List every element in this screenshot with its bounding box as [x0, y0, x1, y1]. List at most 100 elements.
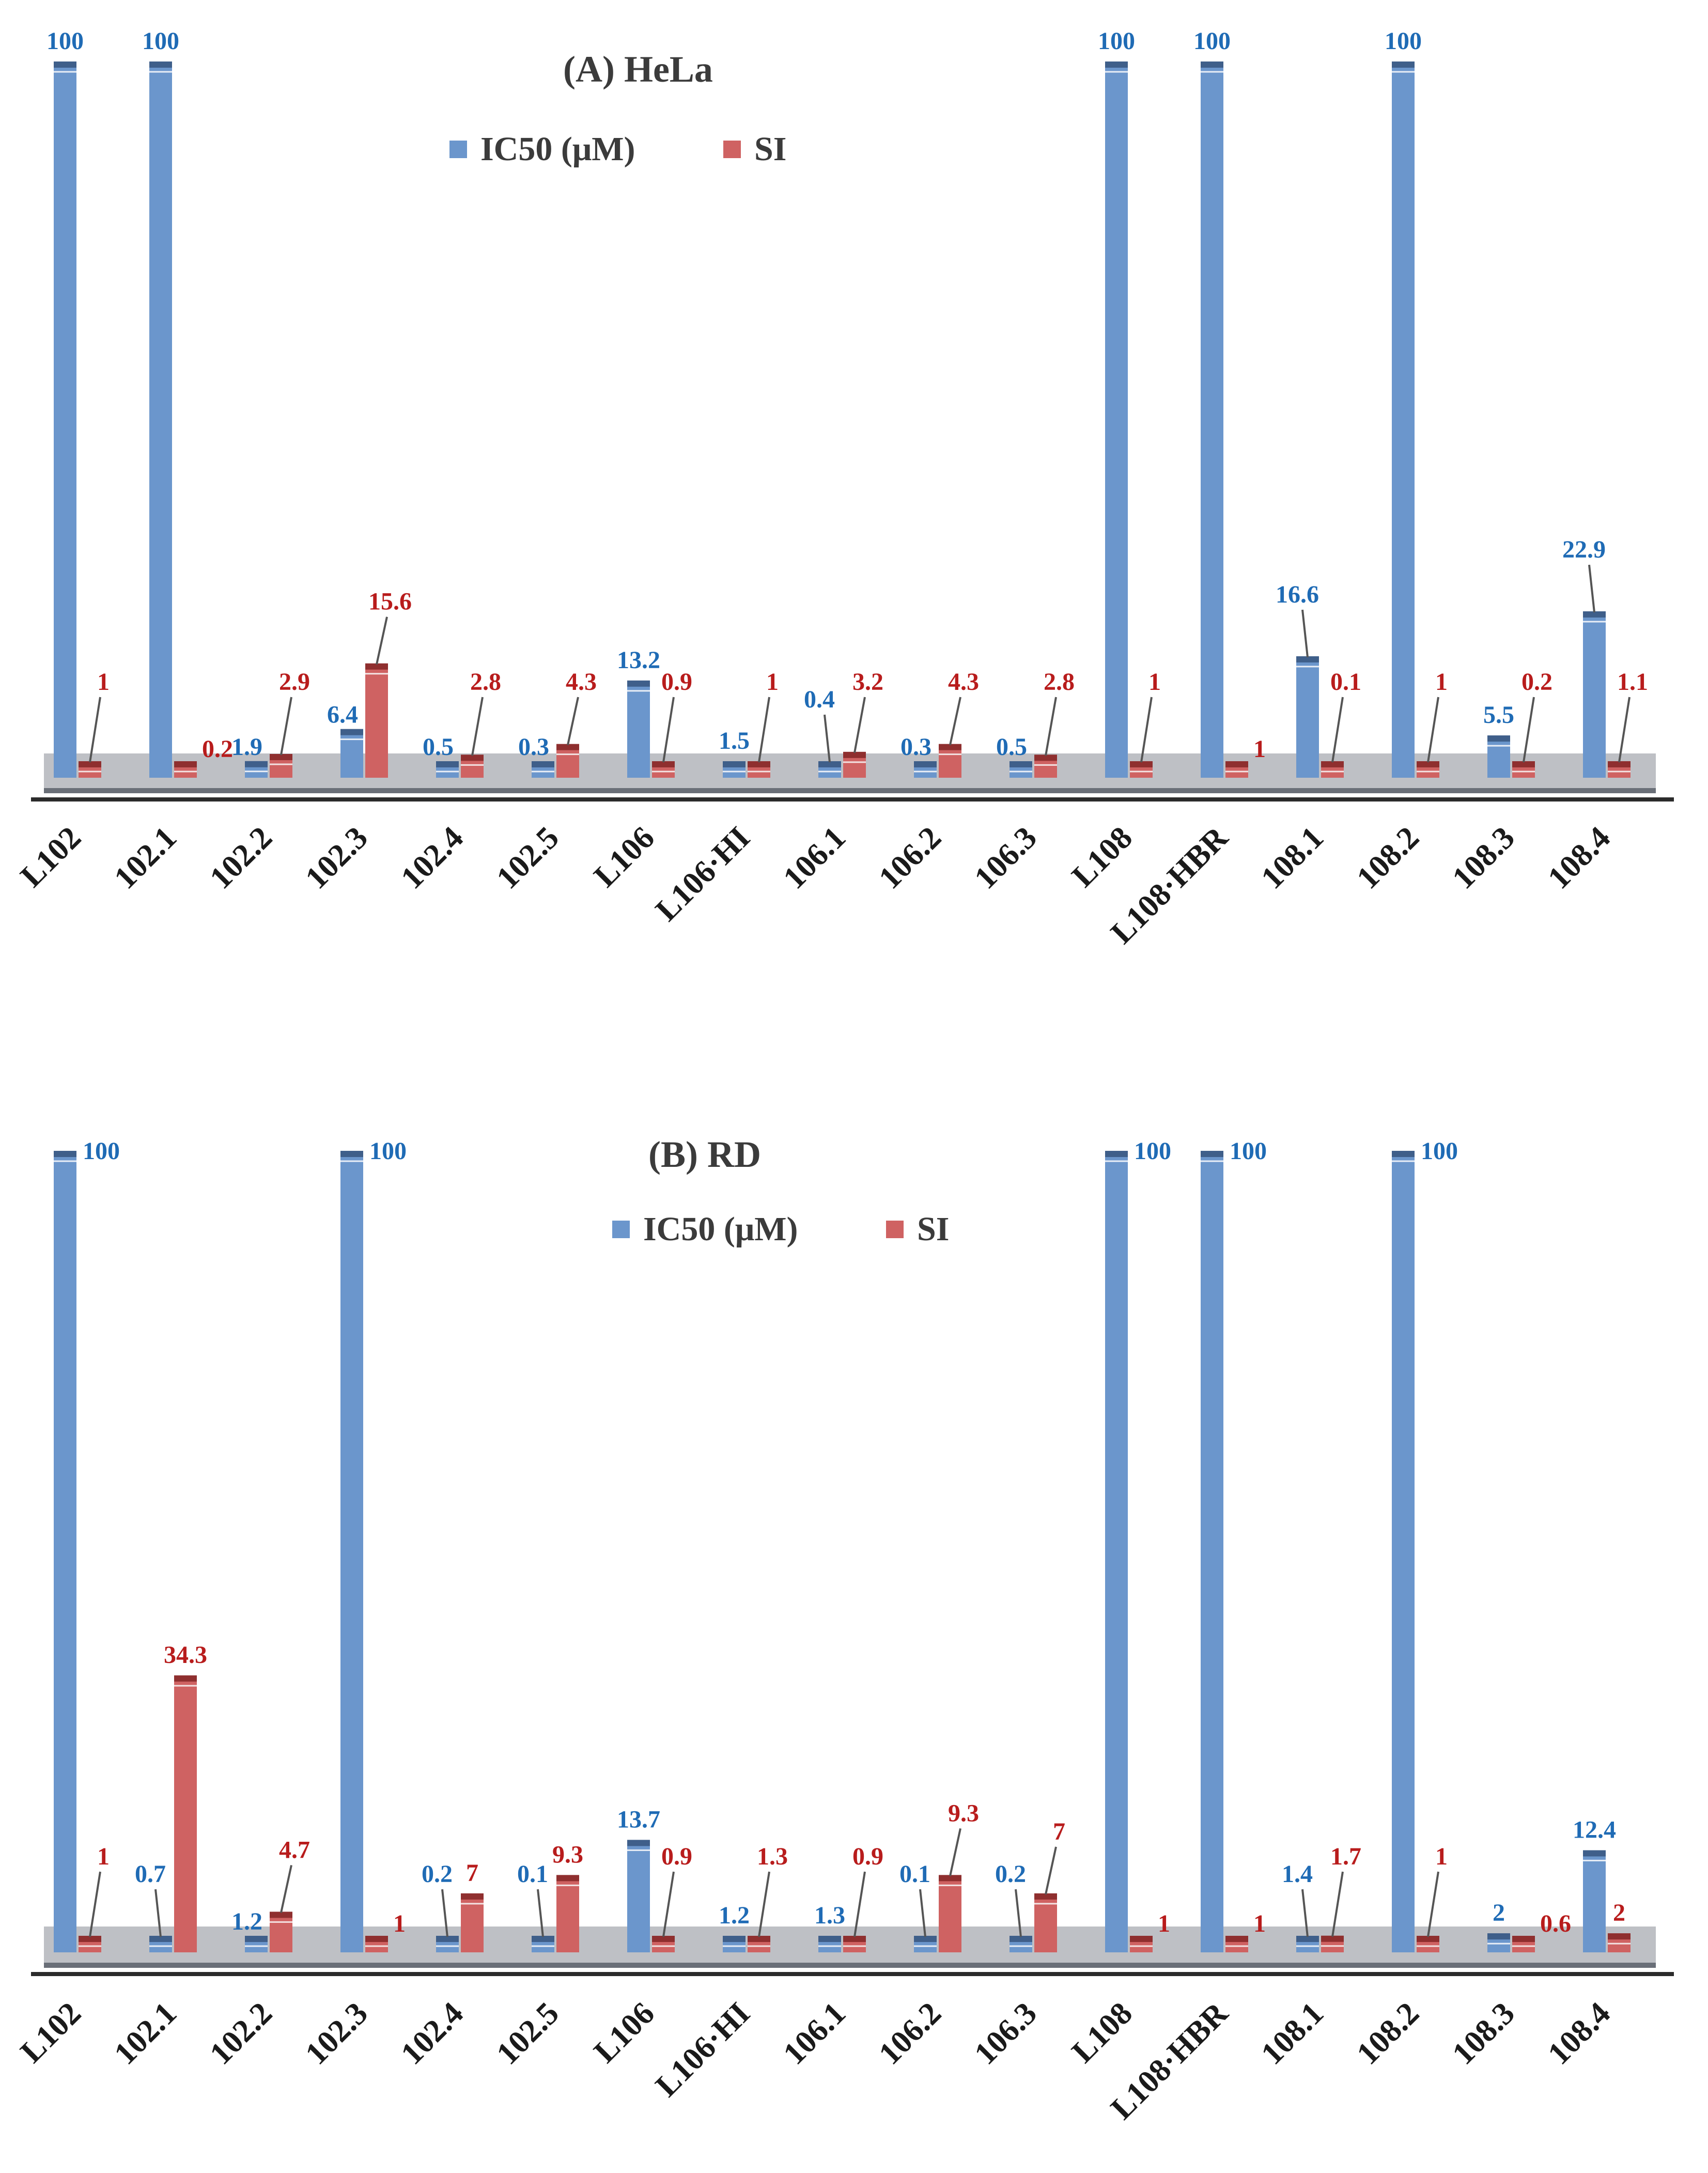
data-label-ic50: 22.9 — [1562, 536, 1606, 563]
data-label-ic50: 1.9 — [231, 733, 262, 761]
data-label-si: 9.3 — [948, 1799, 979, 1827]
legend-swatch-ic50 — [612, 1221, 630, 1238]
data-label-ic50: 0.3 — [518, 733, 549, 761]
data-label-ic50: 1.3 — [814, 1902, 845, 1929]
data-label-ic50: 100 — [1098, 27, 1135, 55]
data-label-si: 3.2 — [852, 668, 883, 696]
bar-ic50-cap — [1010, 1936, 1032, 1942]
leader-line-si — [949, 1828, 961, 1876]
category-label: L108 — [1065, 1996, 1139, 2070]
data-label-ic50: 0.3 — [900, 733, 931, 761]
legend-label-si: SI — [754, 130, 786, 168]
leader-line-si — [662, 1871, 675, 1937]
leader-line-si — [1523, 697, 1535, 763]
bar-ic50-cap — [436, 1936, 459, 1942]
leader-line-si — [949, 697, 961, 746]
leader-line-si — [567, 697, 579, 746]
category-label: 102.4 — [394, 1996, 470, 2072]
bar-si-cap — [1225, 1936, 1248, 1942]
data-label-ic50: 100 — [83, 1137, 120, 1165]
bar-si-cap — [365, 1936, 388, 1942]
data-label-ic50: 0.7 — [135, 1860, 166, 1888]
data-label-si: 1 — [1435, 668, 1448, 696]
data-label-si: 2 — [1613, 1899, 1625, 1927]
data-label-si: 1 — [1253, 1910, 1266, 1937]
bar-si-cap — [1034, 754, 1057, 761]
bar-ic50-cap — [818, 1936, 841, 1942]
leader-line-ic50 — [824, 714, 831, 763]
data-label-ic50: 100 — [369, 1137, 407, 1165]
data-label-si: 1 — [393, 1910, 406, 1937]
bar-ic50 — [1583, 1853, 1606, 1952]
category-label: 102.5 — [490, 820, 566, 896]
data-label-ic50: 1.5 — [719, 727, 750, 754]
data-label-si: 1 — [97, 668, 110, 696]
bar-si-cap — [843, 751, 866, 758]
category-label: 106.2 — [872, 820, 948, 896]
leader-line-si — [280, 1864, 292, 1913]
bar-ic50-cap — [914, 761, 937, 767]
data-label-ic50: 0.4 — [804, 686, 835, 713]
bar-si-cap — [1608, 761, 1631, 767]
bar-ic50 — [1392, 1154, 1415, 1952]
legend-label-ic50: IC50 (μM) — [643, 1210, 798, 1248]
data-label-si: 1 — [1148, 668, 1161, 696]
bar-ic50 — [54, 65, 76, 778]
leader-line-si — [471, 697, 484, 756]
legend-swatch-si — [886, 1221, 904, 1238]
data-label-ic50: 100 — [142, 27, 179, 55]
data-label-si: 1.1 — [1617, 668, 1648, 696]
bar-si-cap — [270, 1912, 292, 1918]
bar-si — [1034, 758, 1057, 778]
data-label-si: 0.9 — [852, 1843, 883, 1870]
bar-si-cap — [174, 1675, 197, 1682]
leader-line-si — [853, 697, 866, 753]
data-label-ic50: 0.2 — [995, 1860, 1026, 1888]
data-label-si: 0.9 — [661, 1843, 692, 1870]
leader-line-ic50 — [1588, 564, 1595, 613]
bar-ic50-cap — [1487, 1933, 1510, 1940]
data-label-si: 0.9 — [661, 668, 692, 696]
leader-line-si — [1331, 1871, 1344, 1937]
category-label: L106·HI — [649, 820, 757, 928]
data-label-si: 4.7 — [279, 1836, 310, 1863]
data-label-si: 2.8 — [1044, 668, 1075, 696]
leader-line-si — [1427, 697, 1439, 763]
leader-line-ic50 — [919, 1889, 926, 1937]
leader-line-ic50 — [1301, 609, 1309, 658]
bar-si-cap — [1034, 1893, 1057, 1900]
category-label: 102.1 — [107, 820, 183, 896]
data-label-si: 1 — [1158, 1910, 1170, 1937]
bar-si-cap — [1417, 1936, 1439, 1942]
data-label-si: 2.8 — [470, 668, 501, 696]
data-label-si: 1.3 — [757, 1843, 788, 1870]
hela-chart: (A) HeLa IC50 (μM) SI 100 1 L102 100 0.2 102.1 1.… — [14, 27, 1674, 951]
legend-swatch-ic50 — [449, 141, 467, 158]
bar-ic50-cap — [340, 1151, 363, 1157]
bar-ic50-cap — [340, 729, 363, 735]
bar-ic50 — [1201, 1154, 1223, 1952]
bar-ic50-cap — [54, 1151, 76, 1157]
category-label: L106 — [587, 820, 661, 894]
data-label-ic50: 13.2 — [617, 646, 660, 674]
bar-ic50 — [1105, 65, 1128, 778]
leader-line-si — [1045, 697, 1057, 756]
bar-ic50 — [627, 1843, 650, 1952]
bar-si-cap — [1225, 761, 1248, 767]
bar-ic50-cap — [1296, 656, 1319, 662]
bar-ic50-cap — [723, 1936, 746, 1942]
leader-line-ic50 — [1301, 1889, 1309, 1937]
bar-si — [843, 754, 866, 778]
category-label: 108.2 — [1350, 1996, 1426, 2072]
data-label-si: 0.2 — [202, 735, 233, 763]
bar-si-cap — [461, 754, 484, 761]
bar-ic50 — [1296, 659, 1319, 778]
bar-si-cap — [365, 663, 388, 670]
data-label-si: 2.9 — [279, 668, 310, 696]
bar-si-cap — [939, 744, 961, 750]
bar-ic50-cap — [1201, 61, 1223, 68]
leader-line-si — [376, 617, 388, 665]
bar-ic50-cap — [1583, 1850, 1606, 1857]
bar-si-cap — [1417, 761, 1439, 767]
